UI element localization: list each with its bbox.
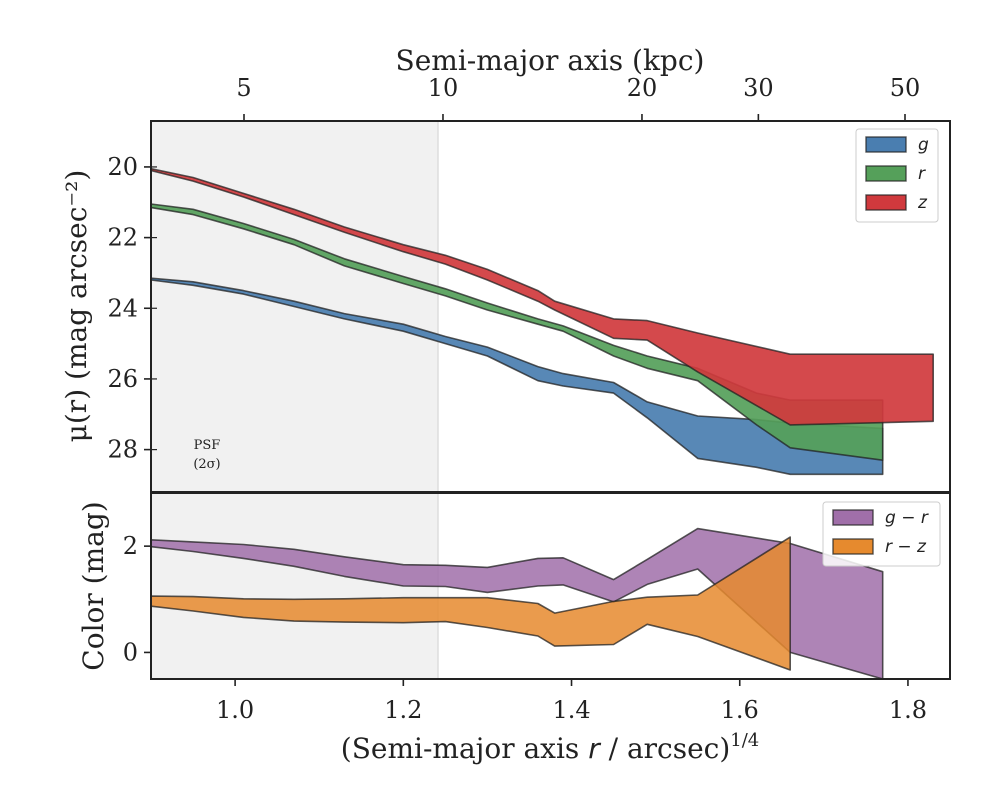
psf-label-line2: (2σ): [193, 457, 220, 472]
y-tick-label-20: 20: [107, 153, 138, 181]
x-axis-title-exp: 1/4: [730, 730, 759, 751]
band-g: [151, 277, 884, 476]
band-r: [151, 203, 884, 462]
kpc-tick-label-50: 50: [890, 74, 921, 102]
band-r-z: [151, 536, 792, 671]
y-tick-label-26: 26: [107, 365, 138, 393]
color-frame: [150, 492, 951, 680]
surface-brightness-y-axis-title: μ(r) (mag arcsec⁻²): [60, 170, 93, 443]
top-x-axis-title: Semi-major axis (kpc): [396, 44, 705, 77]
bottom-x-axis-title: (Semi-major axis r / arcsec)1/4: [341, 730, 759, 765]
x-axis-title-tail: / arcsec): [600, 732, 731, 765]
legend-swatch-r: [865, 165, 907, 182]
surface-brightness-legend: grz: [855, 128, 939, 223]
kpc-x-ticks: 5 10 20 30 50: [236, 74, 920, 121]
y-tick-label-28: 28: [107, 436, 138, 464]
surface-brightness-panel: 20 22 24 26 28 5 10 20 30 50 Semi-major axis (kp…: [60, 44, 951, 493]
legend-label-r-z: r − z: [885, 537, 927, 557]
x-tick-label-1.0: 1.0: [216, 696, 254, 724]
color-y-tick-label-0: 0: [123, 638, 138, 666]
x-axis-title-var: r: [588, 732, 601, 765]
kpc-tick-label-10: 10: [428, 74, 459, 102]
surface-brightness-y-ticks: 20 22 24 26 28: [107, 153, 157, 464]
legend-swatch-z: [865, 194, 907, 211]
y-tick-label-22: 22: [107, 224, 138, 252]
psf-region-color: [151, 493, 438, 679]
color-legend: g − r r − z: [822, 501, 941, 567]
legend-swatch-g-r: [832, 509, 874, 526]
legend-swatch-g: [865, 136, 907, 153]
color-x-ticks: 1.0 1.2 1.4 1.6 1.8: [216, 679, 927, 724]
kpc-tick-label-30: 30: [743, 74, 774, 102]
x-tick-label-1.4: 1.4: [552, 696, 590, 724]
x-axis-title-main: (Semi-major axis: [341, 732, 588, 765]
legend-label-g: g: [918, 135, 929, 155]
color-bands: [151, 527, 884, 679]
kpc-tick-label-5: 5: [236, 74, 251, 102]
x-tick-label-1.8: 1.8: [889, 696, 927, 724]
psf-label-line1: PSF: [194, 438, 221, 453]
kpc-tick-label-20: 20: [627, 74, 658, 102]
band-z: [151, 167, 935, 426]
surface-brightness-bands: [151, 167, 935, 476]
legend-label-g-r: g − r: [885, 508, 929, 528]
y-tick-label-24: 24: [107, 294, 138, 322]
legend-label-z: z: [917, 193, 928, 213]
band-g-r: [151, 527, 884, 679]
color-y-ticks: 02: [123, 532, 151, 666]
legend-swatch-r-z: [832, 538, 874, 555]
color-panel: 02 1.0 1.2 1.4 1.6 1.8 Color (mag) (Semi-maj…: [77, 492, 951, 765]
color-y-axis-title: Color (mag): [77, 501, 110, 670]
x-tick-label-1.6: 1.6: [721, 696, 759, 724]
color-y-tick-label-2: 2: [123, 532, 138, 560]
legend-label-r: r: [918, 164, 926, 184]
x-tick-label-1.2: 1.2: [384, 696, 422, 724]
